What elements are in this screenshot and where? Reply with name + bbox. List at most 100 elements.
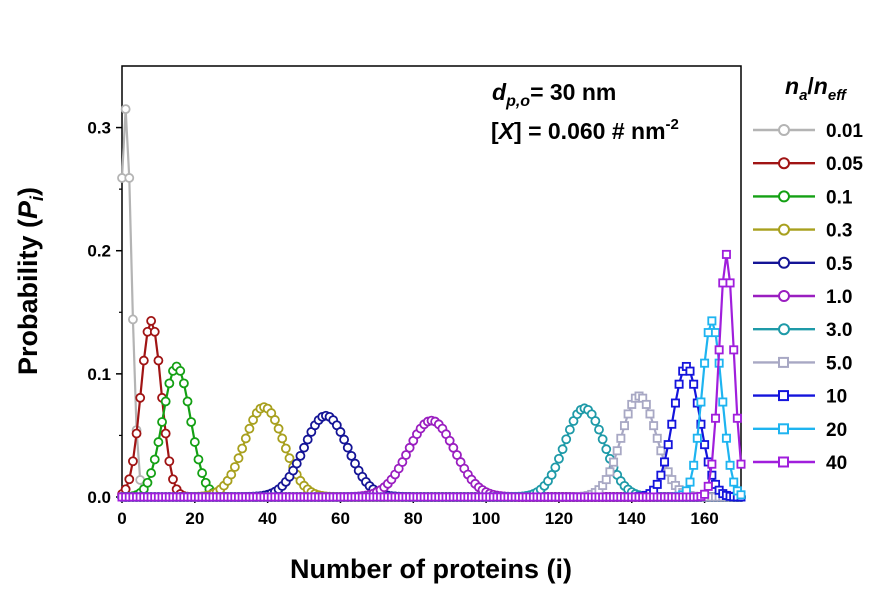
- data-point: [124, 474, 135, 485]
- data-point: [299, 442, 309, 453]
- x-tick-label: 140: [618, 509, 646, 528]
- data-point: [189, 437, 200, 447]
- legend-item: 40: [753, 453, 847, 474]
- data-point: [564, 424, 575, 435]
- data-point: [619, 421, 629, 431]
- legend-marker: [778, 190, 790, 203]
- data-point: [270, 415, 280, 425]
- data-point: [689, 379, 699, 389]
- data-point: [284, 453, 295, 464]
- data-point: [153, 437, 164, 447]
- legend-label: 5.0: [826, 353, 852, 374]
- data-point: [641, 399, 651, 409]
- x-tick-label: 120: [545, 509, 573, 528]
- data-point: [601, 475, 611, 485]
- y-tick-label: 0.0: [87, 488, 111, 507]
- data-point: [557, 444, 568, 455]
- y-tick-label: 0.3: [87, 119, 111, 138]
- legend-marker: [778, 390, 789, 402]
- data-point: [656, 470, 666, 480]
- legend-label: 20: [826, 420, 847, 441]
- data-point: [597, 434, 608, 445]
- x-tick-label: 100: [472, 509, 500, 528]
- data-point: [197, 468, 208, 478]
- data-point: [157, 417, 167, 427]
- data-point: [707, 470, 717, 480]
- legend-label: 0.01: [826, 121, 863, 142]
- data-point: [732, 413, 742, 423]
- data-point: [146, 468, 157, 478]
- data-point: [700, 489, 710, 499]
- x-tick-label: 60: [331, 509, 350, 528]
- legend-marker: [778, 323, 790, 336]
- data-point: [670, 398, 680, 408]
- data-point: [175, 366, 186, 376]
- data-point: [138, 355, 149, 366]
- data-point: [645, 409, 655, 419]
- legend-label: 0.3: [826, 221, 852, 242]
- data-point: [663, 467, 673, 477]
- data-point: [609, 457, 619, 467]
- data-point: [594, 424, 604, 435]
- legend-title: na/neff: [785, 73, 848, 104]
- data-point: [160, 396, 171, 407]
- data-point: [295, 450, 306, 461]
- data-point: [649, 421, 659, 431]
- legend: 0.01 0.05 0.1 0.3 0.5 1.0 3.0 5.0 10 20 40: [753, 121, 863, 474]
- data-point: [660, 457, 670, 467]
- series-0.01: [117, 104, 746, 502]
- data-point: [663, 440, 673, 450]
- data-point: [718, 278, 728, 288]
- data-point: [291, 458, 302, 469]
- legend-label: 0.1: [826, 187, 853, 208]
- data-point: [561, 434, 572, 445]
- data-point: [685, 477, 695, 487]
- data-point: [711, 328, 721, 338]
- data-point: [182, 396, 193, 407]
- data-point: [721, 433, 731, 443]
- data-point: [656, 446, 666, 456]
- series-0.1: [117, 361, 746, 502]
- data-point: [714, 345, 724, 355]
- legend-marker: [778, 157, 790, 170]
- x-tick-label: 0: [117, 509, 126, 528]
- x-tick-label: 80: [404, 509, 423, 528]
- data-point: [277, 433, 288, 444]
- series-10: [117, 361, 746, 502]
- data-point: [128, 456, 138, 467]
- data-point: [689, 460, 699, 470]
- data-point: [601, 444, 612, 455]
- data-point: [550, 462, 561, 473]
- data-point: [164, 456, 175, 467]
- data-point: [725, 460, 735, 470]
- series-line: [122, 419, 741, 499]
- data-point: [237, 443, 248, 454]
- data-point: [696, 419, 706, 429]
- data-point: [164, 378, 175, 389]
- series-line: [122, 364, 742, 499]
- data-point: [736, 459, 746, 469]
- data-point: [703, 481, 713, 491]
- data-point: [335, 427, 346, 437]
- data-point: [623, 409, 633, 419]
- legend-marker: [778, 456, 789, 468]
- series-line: [122, 254, 743, 499]
- data-point: [725, 278, 735, 288]
- data-point: [605, 467, 615, 477]
- x-tick-label: 160: [690, 509, 718, 528]
- x-axis-label: Number of proteins (i): [290, 554, 572, 584]
- data-point: [674, 379, 684, 389]
- legend-label: 3.0: [826, 320, 852, 341]
- data-point: [178, 378, 189, 389]
- data-point: [707, 316, 717, 326]
- data-point: [616, 433, 626, 443]
- data-point: [131, 428, 142, 439]
- data-point: [149, 326, 160, 337]
- legend-label: 10: [826, 387, 847, 408]
- data-point: [729, 477, 739, 487]
- data-point: [339, 434, 350, 445]
- legend-item: 0.5: [753, 254, 853, 275]
- data-point: [302, 434, 313, 445]
- data-point: [153, 355, 164, 366]
